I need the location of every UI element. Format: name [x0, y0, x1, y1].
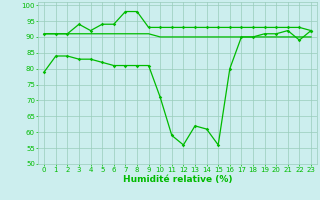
- X-axis label: Humidité relative (%): Humidité relative (%): [123, 175, 232, 184]
